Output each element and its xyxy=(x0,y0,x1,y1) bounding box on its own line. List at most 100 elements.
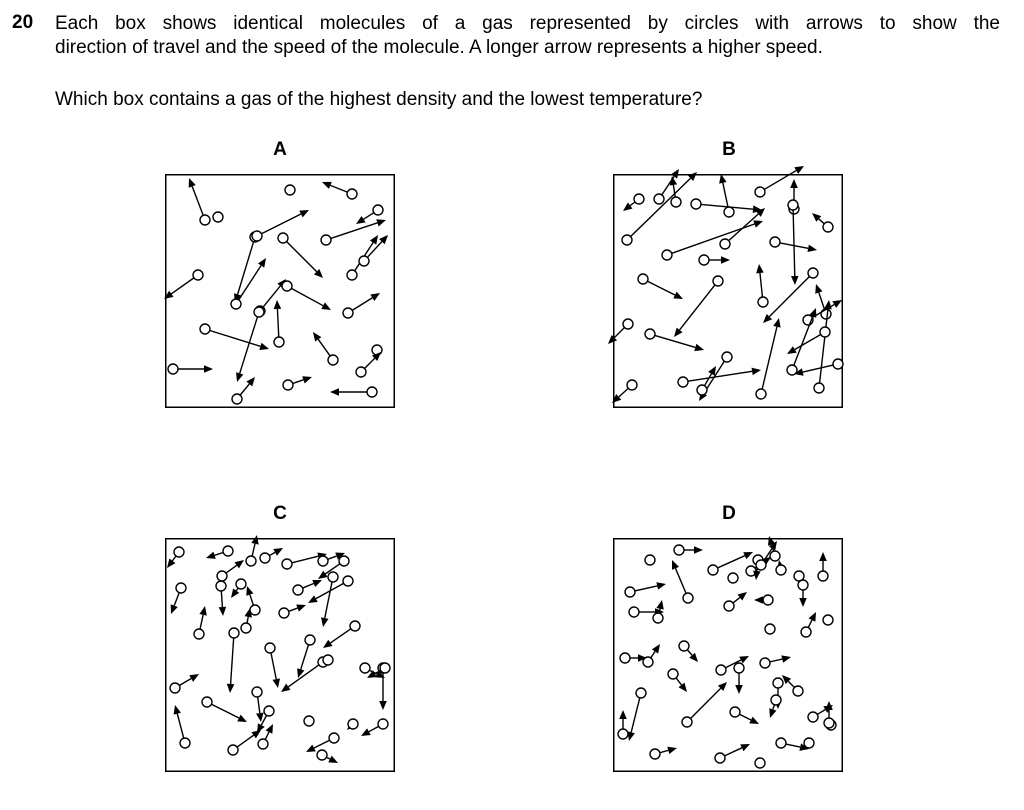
velocity-line xyxy=(613,327,625,339)
arrowhead-icon xyxy=(756,264,764,274)
velocity-line xyxy=(761,326,778,390)
velocity-line xyxy=(785,743,801,748)
molecule-d-32 xyxy=(617,710,629,740)
molecule-circle-icon xyxy=(303,715,315,727)
velocity-line xyxy=(629,201,636,207)
molecule-circle-icon xyxy=(179,737,191,749)
molecule-circle-icon xyxy=(653,193,665,205)
velocity-line xyxy=(792,209,796,277)
arrowhead-icon xyxy=(753,570,761,580)
velocity-line xyxy=(759,272,764,298)
velocity-line xyxy=(802,364,834,373)
arrowhead-icon xyxy=(809,308,817,318)
question-prompt: Which box contains a gas of the highest … xyxy=(55,89,703,110)
molecule-a-21 xyxy=(167,363,213,375)
molecule-circle-icon xyxy=(355,366,367,378)
molecule-d-16 xyxy=(671,560,694,604)
molecule-d-27 xyxy=(759,655,791,669)
velocity-line xyxy=(291,555,319,564)
arrowhead-icon xyxy=(297,668,305,678)
arrowhead-icon xyxy=(769,708,777,718)
molecule-circle-icon xyxy=(264,642,276,654)
molecule-circle-icon xyxy=(199,214,211,226)
molecule-circle-icon xyxy=(327,571,339,583)
molecule-circle-icon xyxy=(621,234,633,246)
velocity-line xyxy=(325,563,341,575)
question-line-1: Each box shows identical molecules of a … xyxy=(55,13,1000,34)
velocity-line xyxy=(690,687,722,719)
molecule-c-38 xyxy=(361,718,389,736)
velocity-line xyxy=(363,212,375,220)
velocity-line xyxy=(173,592,180,606)
molecule-circle-icon xyxy=(677,376,689,388)
molecule-circle-icon xyxy=(733,662,745,674)
arrowhead-icon xyxy=(313,332,322,342)
molecule-circle-icon xyxy=(228,627,240,639)
arrowhead-icon xyxy=(170,604,178,614)
molecule-a-15 xyxy=(281,280,331,310)
velocity-line xyxy=(818,308,829,384)
molecule-circle-icon xyxy=(769,550,781,562)
molecule-d-42 xyxy=(775,737,809,751)
velocity-line xyxy=(794,333,822,351)
molecule-circle-icon xyxy=(707,564,719,576)
molecule-a-25 xyxy=(355,352,381,378)
molecule-d-34 xyxy=(729,706,759,724)
molecule-a-5 xyxy=(356,204,384,224)
molecule-circle-icon xyxy=(764,623,776,635)
velocity-line xyxy=(732,596,741,604)
arrowhead-icon xyxy=(308,595,318,603)
arrowhead-icon xyxy=(669,176,678,186)
arrowhead-icon xyxy=(808,612,816,622)
molecule-c-29 xyxy=(251,686,264,722)
velocity-line xyxy=(687,370,753,382)
question-number: 20 xyxy=(12,12,34,33)
molecule-circle-icon xyxy=(192,269,204,281)
arrowhead-icon xyxy=(752,205,762,213)
molecule-c-32 xyxy=(257,705,275,733)
velocity-line xyxy=(236,734,255,748)
molecule-b-27 xyxy=(794,358,844,376)
velocity-line xyxy=(287,664,320,688)
molecule-d-40 xyxy=(714,744,750,764)
box-c-border xyxy=(165,538,395,772)
velocity-line xyxy=(262,285,281,308)
molecule-circle-icon xyxy=(682,592,694,604)
molecule-circle-icon xyxy=(772,677,784,689)
arrowhead-icon xyxy=(719,174,727,184)
arrowhead-icon xyxy=(218,606,227,616)
molecule-d-12 xyxy=(797,579,809,607)
velocity-line xyxy=(327,555,337,560)
arrowhead-icon xyxy=(749,716,759,724)
molecule-b-11 xyxy=(698,254,730,266)
arrowhead-icon xyxy=(273,300,282,310)
molecule-circle-icon xyxy=(201,696,213,708)
question-line-2: direction of travel and the speed of the… xyxy=(55,37,823,58)
velocity-line xyxy=(269,551,276,557)
arrowhead-icon xyxy=(251,730,261,739)
molecule-circle-icon xyxy=(175,582,187,594)
molecule-a-4 xyxy=(322,181,358,200)
molecule-c-21 xyxy=(297,634,316,678)
arrowhead-icon xyxy=(638,654,647,662)
molecule-c-33 xyxy=(303,715,315,727)
molecule-d-9 xyxy=(775,560,787,576)
molecule-d-30 xyxy=(667,668,687,692)
box-label-d: D xyxy=(722,503,736,524)
arrowhead-icon xyxy=(371,352,381,362)
molecule-c-27 xyxy=(169,674,199,694)
arrowhead-icon xyxy=(370,293,380,301)
velocity-line xyxy=(209,329,261,347)
molecule-d-3 xyxy=(707,552,753,576)
molecule-a-7 xyxy=(251,210,309,242)
molecule-circle-icon xyxy=(723,600,735,612)
box-d-diagram xyxy=(613,536,843,772)
arrowhead-icon xyxy=(322,181,332,189)
velocity-line xyxy=(366,241,383,258)
arrowhead-icon xyxy=(313,268,323,278)
arrowhead-icon xyxy=(763,313,773,323)
arrowhead-icon xyxy=(226,683,235,693)
arrowhead-icon xyxy=(321,617,329,627)
velocity-line xyxy=(793,316,814,366)
arrowhead-icon xyxy=(787,346,797,354)
